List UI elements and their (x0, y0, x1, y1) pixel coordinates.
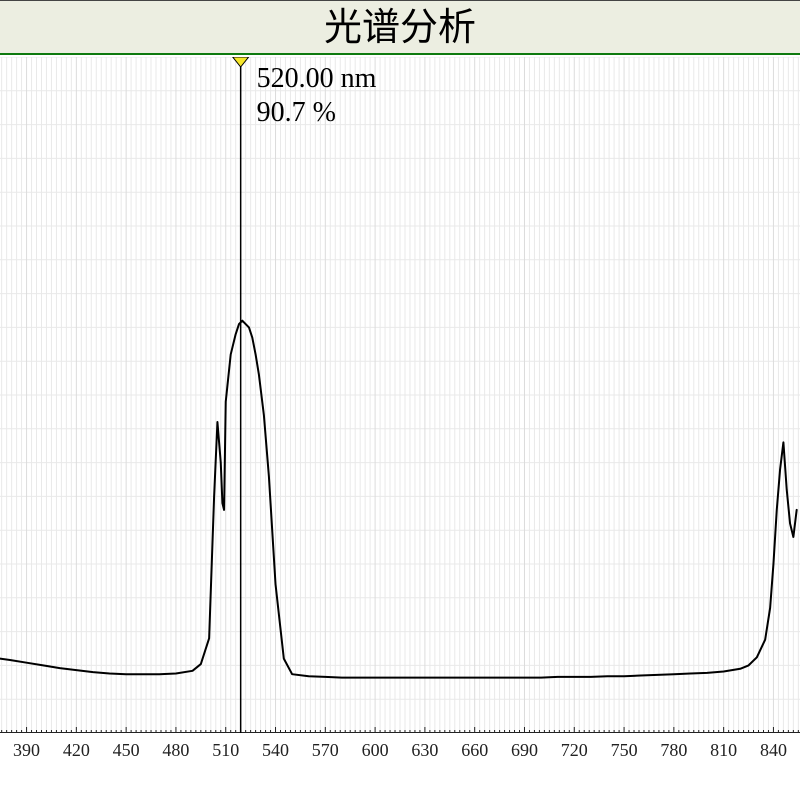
spectrum-plot: 520.00 nm 90.7 % (0, 57, 800, 733)
x-tick-label: 420 (63, 740, 90, 761)
x-tick-label: 720 (561, 740, 588, 761)
x-tick-label: 390 (13, 740, 40, 761)
spectrum-plot-svg (0, 57, 800, 733)
x-tick-label: 660 (461, 740, 488, 761)
chart-title: 光谱分析 (324, 1, 476, 55)
x-tick-label: 750 (611, 740, 638, 761)
x-tick-label: 510 (212, 740, 239, 761)
chart-title-bar: 光谱分析 (0, 0, 800, 55)
x-tick-label: 810 (710, 740, 737, 761)
marker-wavelength-label: 520.00 nm (257, 63, 377, 95)
x-tick-label: 450 (113, 740, 140, 761)
x-tick-label: 540 (262, 740, 289, 761)
marker-percent-label: 90.7 % (257, 97, 336, 129)
x-tick-label: 600 (362, 740, 389, 761)
x-tick-label: 780 (660, 740, 687, 761)
x-tick-label: 480 (162, 740, 189, 761)
x-tick-label: 630 (411, 740, 438, 761)
x-tick-label: 690 (511, 740, 538, 761)
x-tick-label: 570 (312, 740, 339, 761)
x-tick-label: 840 (760, 740, 787, 761)
